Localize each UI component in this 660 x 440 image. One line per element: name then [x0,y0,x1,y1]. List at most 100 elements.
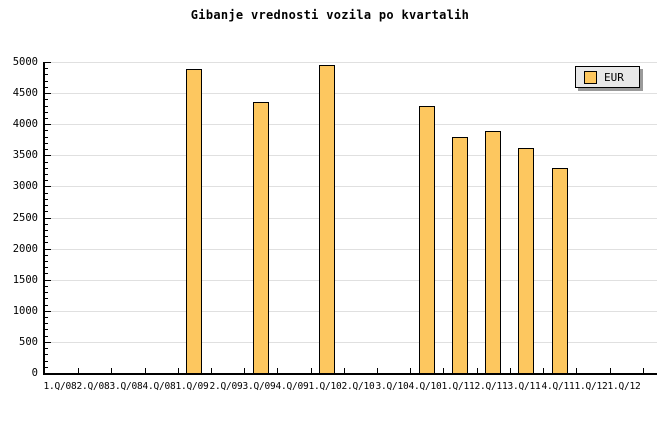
x-axis-tick [377,368,378,373]
y-axis-minor-tick [45,348,48,349]
y-axis-minor-tick [45,323,48,324]
y-axis-minor-tick [45,174,48,175]
y-axis-minor-tick [45,149,48,150]
y-tick-label: 2000 [12,242,38,255]
y-axis-major-tick [45,342,51,343]
y-axis-minor-tick [45,162,48,163]
y-axis-minor-tick [45,336,48,337]
x-tick-label: 1.Q/10 [308,381,342,392]
x-tick-label: 4.Q/10 [408,381,442,392]
bar-2.Q/11 [485,131,501,373]
y-axis-minor-tick [45,74,48,75]
y-axis-minor-tick [45,273,48,274]
y-gridline [45,62,657,63]
x-tick-label: 1.Q/11 [441,381,475,392]
y-axis-minor-tick [45,99,48,100]
y-axis-major-tick [45,155,51,156]
y-axis-minor-tick [45,211,48,212]
x-tick-label: 1.Q/12 [607,381,641,392]
x-tick-label: 4.Q/08 [142,381,176,392]
x-axis-tick [311,368,312,373]
x-axis-tick [211,368,212,373]
x-axis-tick [510,368,511,373]
y-tick-label: 5000 [12,56,38,68]
y-axis-minor-tick [45,267,48,268]
legend-swatch-icon [584,70,597,84]
x-axis-tick [244,368,245,373]
y-axis-minor-tick [45,106,48,107]
bar-1.Q/11 [452,137,468,373]
y-axis-major-tick [45,124,51,125]
y-axis-minor-tick [45,81,48,82]
y-axis-minor-tick [45,230,48,231]
x-axis-tick [111,368,112,373]
y-axis-major-tick [45,311,51,312]
y-axis-minor-tick [45,87,48,88]
y-axis-minor-tick [45,68,48,69]
x-tick-label: 1.Q/09 [175,381,209,392]
x-axis-tick [443,368,444,373]
bar-4.Q/11 [552,168,568,373]
x-tick-label: 2.Q/10 [341,381,375,392]
y-gridline [45,342,657,343]
x-axis-tick [477,368,478,373]
x-axis-tick [543,368,544,373]
y-axis-minor-tick [45,286,48,287]
y-axis-minor-tick [45,361,48,362]
x-tick-label: 3.Q/11 [507,381,541,392]
y-axis-minor-tick [45,193,48,194]
legend: EUR [575,66,640,88]
y-axis-major-tick [45,280,51,281]
y-axis-minor-tick [45,255,48,256]
y-axis-major-tick [45,93,51,94]
y-tick-label: 1500 [12,273,38,286]
chart-title: Gibanje vrednosti vozila po kvartalih [190,8,470,22]
plot-area [43,62,657,375]
y-tick-label: 3500 [12,149,38,162]
x-axis-tick [643,368,644,373]
y-axis-minor-tick [45,224,48,225]
x-tick-label: 3.Q/10 [375,381,409,392]
x-axis-tick [344,368,345,373]
x-tick-label: 1.Q/08 [43,381,77,392]
y-axis-minor-tick [45,292,48,293]
y-axis-major-tick [45,218,51,219]
legend-label: EUR [604,70,624,84]
x-axis-tick [576,368,577,373]
y-gridline [45,155,657,156]
y-axis-minor-tick [45,329,48,330]
y-gridline [45,280,657,281]
y-axis-minor-tick [45,242,48,243]
y-tick-label: 3000 [12,180,38,193]
bar-1.Q/10 [319,65,335,373]
x-tick-label: 2.Q/09 [209,381,243,392]
x-axis-tick [178,368,179,373]
y-axis-minor-tick [45,354,48,355]
x-tick-label: 1.Q/12 [574,381,608,392]
x-tick-label: 4.Q/09 [275,381,309,392]
y-axis-major-tick [45,249,51,250]
y-axis-major-tick [45,62,51,63]
y-tick-label: 1000 [12,304,38,317]
bar-3.Q/11 [518,148,534,373]
y-axis-minor-tick [45,168,48,169]
y-tick-label: 4500 [12,87,38,100]
y-axis-minor-tick [45,112,48,113]
bar-3.Q/09 [253,102,269,373]
y-axis-minor-tick [45,367,48,368]
y-axis-minor-tick [45,143,48,144]
y-axis-minor-tick [45,137,48,138]
x-axis-tick [277,368,278,373]
y-axis-minor-tick [45,236,48,237]
x-tick-label: 3.Q/09 [242,381,276,392]
x-tick-label: 2.Q/08 [76,381,110,392]
bar-1.Q/09 [186,69,202,373]
x-axis-tick [610,368,611,373]
y-axis-minor-tick [45,199,48,200]
y-gridline [45,124,657,125]
x-tick-label: 4.Q/11 [541,381,575,392]
y-axis-minor-tick [45,298,48,299]
y-gridline [45,186,657,187]
x-axis-tick [145,368,146,373]
